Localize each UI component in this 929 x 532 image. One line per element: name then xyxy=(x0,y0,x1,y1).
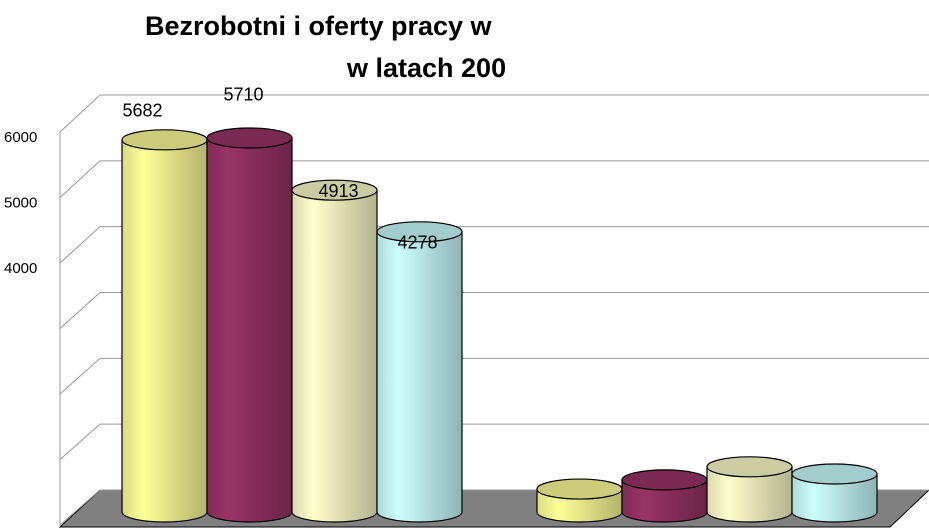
bar-top xyxy=(536,478,623,500)
data-label: 4913 xyxy=(318,181,358,201)
bar-top xyxy=(206,127,293,149)
bar xyxy=(791,463,878,523)
bar-top xyxy=(791,463,878,485)
grid-line xyxy=(59,160,929,198)
data-label: 5682 xyxy=(122,101,162,121)
y-tick-label: 4000 xyxy=(4,260,37,277)
grid-line xyxy=(59,292,929,329)
bar-top xyxy=(376,221,463,243)
bar-top xyxy=(621,469,708,491)
bar xyxy=(621,469,708,523)
bar-body xyxy=(376,231,463,523)
grid-line xyxy=(59,423,929,460)
data-label: 5710 xyxy=(223,85,263,105)
chart-subtitle: w latach 200 xyxy=(346,53,506,83)
grid-line xyxy=(59,226,929,264)
bar xyxy=(706,456,793,523)
grid-line xyxy=(59,94,929,133)
bar-body xyxy=(791,473,878,523)
y-tick-label: 5000 xyxy=(4,194,37,211)
bar xyxy=(536,478,623,523)
y-tick-label: 6000 xyxy=(4,129,37,146)
bar-body xyxy=(121,139,208,523)
bar-body xyxy=(206,137,293,523)
bar-body xyxy=(706,466,793,523)
bar-top xyxy=(706,456,793,478)
bar xyxy=(291,179,378,523)
bar xyxy=(121,129,208,523)
bar-body xyxy=(291,189,378,523)
bar-top xyxy=(121,129,208,151)
chart-title: Bezrobotni i oferty pracy w xyxy=(145,11,493,41)
grid-line xyxy=(59,357,929,395)
bar xyxy=(206,127,293,523)
bar-top xyxy=(291,179,378,201)
data-label: 4278 xyxy=(397,233,437,253)
bar-body xyxy=(621,479,708,523)
bar xyxy=(376,221,463,523)
